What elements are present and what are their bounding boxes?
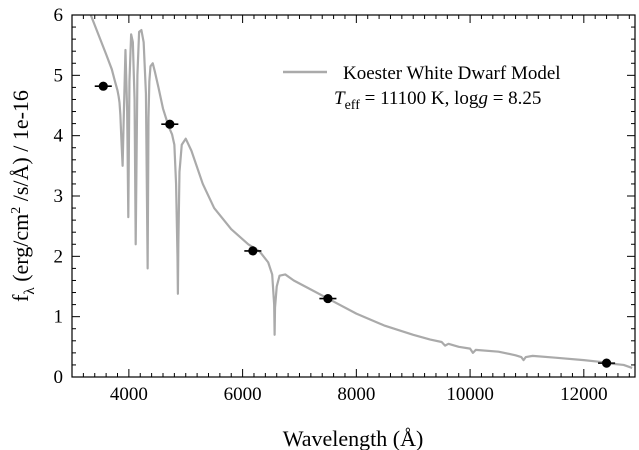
legend: Koester White Dwarf Model Teff = 11100 K… <box>283 63 561 113</box>
plot-frame <box>71 14 636 378</box>
x-tick-label: 8000 <box>337 384 375 405</box>
legend-label: Koester White Dwarf Model <box>343 63 561 84</box>
legend-logg-value: = 8.25 <box>488 88 541 109</box>
y-tick-labels: 0 1 2 3 4 5 6 <box>54 5 64 388</box>
data-point <box>323 293 333 304</box>
y-axis-title: fλ (erg/cm2 /s/Å) / 1e-16 <box>8 90 38 302</box>
legend-params: Teff = 11100 K, logg = 8.25 <box>334 88 541 113</box>
y-axis-title-superscript: 2 <box>9 207 24 214</box>
y-tick-label: 6 <box>54 5 64 26</box>
y-tick-label: 2 <box>54 246 64 267</box>
axis-ticks <box>72 14 635 378</box>
photometry-points <box>94 81 616 368</box>
data-point <box>165 119 175 129</box>
y-axis-title-lambda: λ <box>22 287 38 295</box>
model-spectrum-line <box>89 15 633 369</box>
legend-logg-symbol: g <box>478 88 488 109</box>
y-tick-label: 4 <box>54 126 64 147</box>
legend-teff-subscript: eff <box>345 98 361 113</box>
x-tick-label: 12000 <box>560 384 608 405</box>
y-axis-title-unit-a: (erg/cm <box>8 214 33 288</box>
data-point <box>601 358 612 368</box>
x-axis-title: Wavelength (Å) <box>283 426 424 450</box>
data-point <box>248 246 258 256</box>
y-axis-title-f: f <box>8 294 33 302</box>
x-tick-label: 4000 <box>110 384 148 405</box>
x-tick-labels: 4000 6000 8000 10000 12000 <box>110 384 608 405</box>
legend-teff-symbol: T <box>334 88 346 109</box>
data-point <box>98 81 108 91</box>
y-axis-title-unit-b: /s/Å) / 1e-16 <box>8 90 33 207</box>
x-tick-label: 10000 <box>446 384 494 405</box>
y-tick-label: 0 <box>54 367 64 388</box>
legend-teff-text: = 11100 K, log <box>360 88 479 109</box>
y-tick-label: 5 <box>54 65 64 86</box>
y-tick-label: 1 <box>54 307 64 328</box>
x-tick-label: 6000 <box>224 384 262 405</box>
y-tick-label: 3 <box>54 186 64 207</box>
